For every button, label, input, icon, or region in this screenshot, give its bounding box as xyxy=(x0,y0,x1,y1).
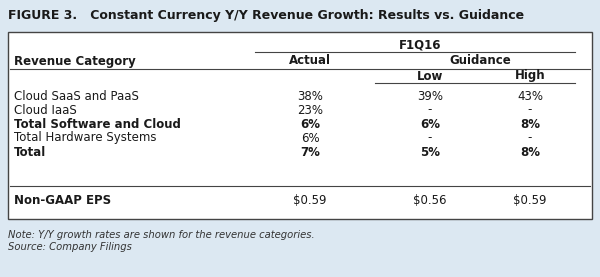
Text: Cloud SaaS and PaaS: Cloud SaaS and PaaS xyxy=(14,89,139,102)
Text: 5%: 5% xyxy=(420,145,440,158)
Text: Non-GAAP EPS: Non-GAAP EPS xyxy=(14,194,111,207)
Text: Total: Total xyxy=(14,145,46,158)
Text: 6%: 6% xyxy=(300,117,320,130)
Text: 23%: 23% xyxy=(297,104,323,117)
Text: $0.59: $0.59 xyxy=(293,194,327,207)
Text: Source: Company Filings: Source: Company Filings xyxy=(8,242,132,252)
Text: Revenue Category: Revenue Category xyxy=(14,55,136,68)
Text: 7%: 7% xyxy=(300,145,320,158)
Text: 43%: 43% xyxy=(517,89,543,102)
Bar xyxy=(0,0,600,30)
Text: Total Software and Cloud: Total Software and Cloud xyxy=(14,117,181,130)
Text: -: - xyxy=(528,132,532,145)
Text: High: High xyxy=(515,70,545,83)
Text: $0.59: $0.59 xyxy=(513,194,547,207)
Text: 38%: 38% xyxy=(297,89,323,102)
Text: 6%: 6% xyxy=(301,132,319,145)
Text: Low: Low xyxy=(417,70,443,83)
Text: 6%: 6% xyxy=(420,117,440,130)
Text: Total Hardware Systems: Total Hardware Systems xyxy=(14,132,157,145)
Bar xyxy=(8,32,592,219)
Text: Note: Y/Y growth rates are shown for the revenue categories.: Note: Y/Y growth rates are shown for the… xyxy=(8,230,314,240)
Text: Guidance: Guidance xyxy=(449,55,511,68)
Bar xyxy=(0,259,600,277)
Text: Actual: Actual xyxy=(289,55,331,68)
Text: Cloud IaaS: Cloud IaaS xyxy=(14,104,77,117)
Text: $0.56: $0.56 xyxy=(413,194,447,207)
Text: 39%: 39% xyxy=(417,89,443,102)
Text: 8%: 8% xyxy=(520,117,540,130)
Text: -: - xyxy=(428,104,432,117)
Text: -: - xyxy=(528,104,532,117)
Text: 8%: 8% xyxy=(520,145,540,158)
Text: FIGURE 3.   Constant Currency Y/Y Revenue Growth: Results vs. Guidance: FIGURE 3. Constant Currency Y/Y Revenue … xyxy=(8,9,524,22)
Text: F1Q16: F1Q16 xyxy=(399,39,441,52)
Text: -: - xyxy=(428,132,432,145)
